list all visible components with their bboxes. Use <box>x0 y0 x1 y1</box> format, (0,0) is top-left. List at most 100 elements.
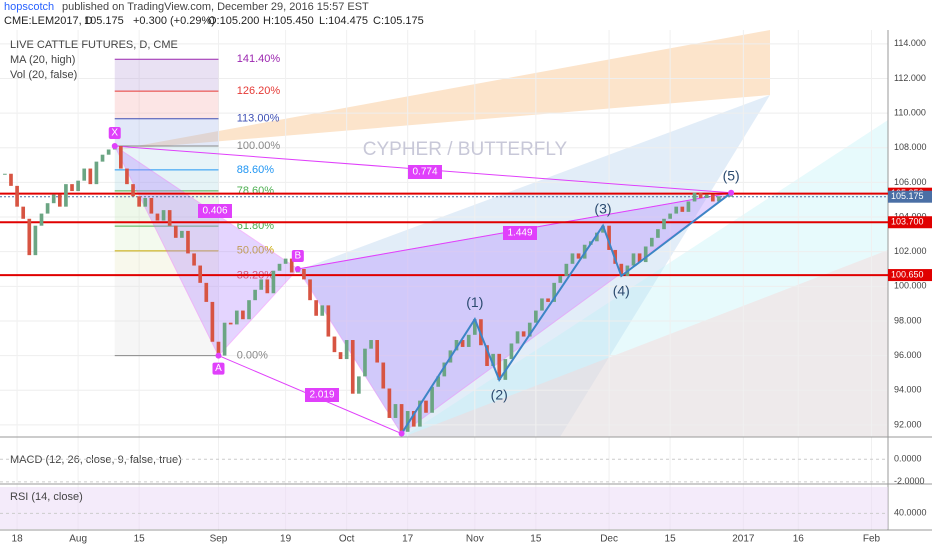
candle <box>131 184 135 197</box>
open: O:105.200 <box>208 15 259 27</box>
candle <box>485 345 489 366</box>
candle <box>64 184 68 207</box>
candle <box>338 352 343 360</box>
candle <box>405 411 410 432</box>
cyan-fan <box>403 120 888 437</box>
y-tick-label: 94.000 <box>894 385 922 395</box>
indicator-label: MA (20, high) <box>10 54 75 66</box>
candle <box>222 322 227 356</box>
candle <box>527 322 532 337</box>
price-marker-label: 100.650 <box>891 269 924 279</box>
candle <box>472 319 477 335</box>
candle <box>607 225 611 250</box>
y-tick-label: 102.000 <box>894 246 927 256</box>
candle <box>100 154 105 162</box>
candle <box>51 194 56 204</box>
candle <box>564 263 569 276</box>
candle <box>161 210 166 221</box>
candle <box>167 210 172 226</box>
x-tick-label: 15 <box>530 534 542 545</box>
candle <box>192 253 196 266</box>
pattern-label: B <box>294 251 301 262</box>
y-tick-label: -2.0000 <box>894 476 925 486</box>
wave-label: (5) <box>723 168 740 184</box>
candle <box>521 331 526 337</box>
x-tick-label: Aug <box>69 534 87 545</box>
candle <box>711 194 715 202</box>
fib-band <box>114 91 219 119</box>
candle <box>94 161 99 185</box>
candle <box>662 218 666 230</box>
ratio-label: 0.774 <box>412 167 437 178</box>
candle <box>350 340 355 394</box>
y-tick-label: 100.000 <box>894 281 927 291</box>
fans <box>0 30 888 530</box>
candle <box>216 341 221 356</box>
price-marker <box>888 190 932 203</box>
pattern-badge <box>291 250 304 263</box>
ratio-badge <box>305 388 339 402</box>
candle <box>680 206 685 212</box>
wave-line <box>400 192 732 435</box>
ratio-label: 0.406 <box>202 206 227 217</box>
candle <box>570 253 575 264</box>
ratio-label: 2.019 <box>309 390 334 401</box>
candle <box>277 263 282 271</box>
pattern-point <box>215 352 222 359</box>
pattern-label: X <box>111 128 118 139</box>
last: 105.175 <box>84 15 124 27</box>
candle <box>234 310 239 325</box>
x-tick-label: Dec <box>600 534 618 545</box>
rsi-title: RSI (14, close) <box>10 491 83 503</box>
fib-band <box>114 59 219 92</box>
price-marker-label: 103.700 <box>891 217 924 227</box>
candle <box>320 305 325 316</box>
candle <box>674 206 679 214</box>
candle <box>289 258 294 273</box>
fib-band <box>114 169 219 191</box>
low: L:104.475 <box>319 15 368 27</box>
macd-title: MACD (12, 26, close, 9, false, true) <box>10 454 182 466</box>
author: hopscotch <box>4 1 54 13</box>
quote: CME:LEM2017, D <box>4 15 93 27</box>
candle <box>686 201 691 212</box>
candle <box>27 218 32 256</box>
candle <box>491 353 495 366</box>
candle <box>88 168 93 185</box>
y-tick-label: 92.000 <box>894 419 922 429</box>
x-tick-label: Feb <box>863 534 881 545</box>
candle <box>656 229 660 238</box>
candle <box>45 203 50 214</box>
fib-label: 50.00% <box>237 245 275 257</box>
x-tick-label: 17 <box>402 534 414 545</box>
candle <box>387 388 392 418</box>
candle <box>357 376 361 394</box>
candle <box>430 386 434 413</box>
pattern-point <box>728 189 735 196</box>
candle <box>82 168 87 181</box>
fib-band <box>114 226 219 251</box>
pattern-label: A <box>215 363 222 374</box>
candle <box>466 334 471 347</box>
y-tick-label: 112.000 <box>894 73 926 83</box>
candle <box>9 173 13 186</box>
wave-label: (4) <box>613 283 630 299</box>
wave-label: (2) <box>491 387 508 403</box>
candle <box>210 301 215 342</box>
candle <box>540 298 544 311</box>
y-tick-label: 98.000 <box>894 315 922 325</box>
candle <box>186 230 190 254</box>
pattern-badge <box>108 127 121 140</box>
candle <box>424 400 428 413</box>
candle <box>515 331 520 344</box>
candle <box>253 289 257 301</box>
candle <box>704 194 709 198</box>
candle <box>546 298 550 302</box>
candle <box>15 185 19 207</box>
candle <box>631 253 636 266</box>
candle <box>308 279 312 301</box>
candle <box>534 310 538 323</box>
candle <box>302 269 306 280</box>
candle <box>418 400 422 427</box>
fib-label: 0.00% <box>237 350 268 362</box>
